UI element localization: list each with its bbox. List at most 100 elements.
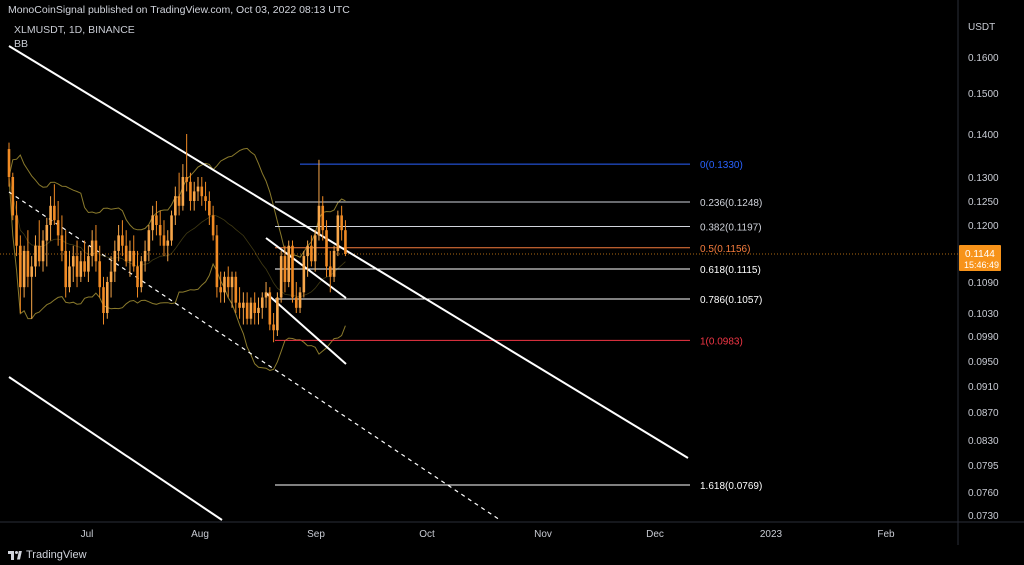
- candle-body: [140, 261, 143, 288]
- price-tick-label: 0.1300: [968, 173, 999, 184]
- time-tick-label: Jul: [81, 529, 94, 540]
- candle-body: [253, 302, 256, 313]
- candle-body: [166, 240, 170, 246]
- candle-body: [60, 235, 64, 251]
- price-tick-label: 0.0950: [968, 357, 999, 368]
- candle-body: [298, 292, 302, 308]
- symbol-legend[interactable]: XLMUSDT, 1D, BINANCE: [14, 24, 135, 36]
- time-tick-label: 2023: [760, 529, 783, 540]
- top-bar: MonoCoinSignal published on TradingView.…: [0, 0, 1024, 20]
- candle-body: [302, 256, 306, 293]
- candle-body: [230, 276, 234, 288]
- fib-level-label: 0.5(0.1156): [700, 244, 750, 255]
- candle-body: [41, 240, 45, 262]
- candle-body: [98, 261, 102, 288]
- candle-body: [15, 215, 18, 246]
- channel-lower-line: [8, 376, 223, 521]
- time-tick-label: Sep: [307, 529, 325, 540]
- price-tick-label: 0.0830: [968, 436, 999, 447]
- candle-body: [19, 245, 22, 288]
- candle-body: [30, 266, 33, 277]
- candle-body: [132, 250, 136, 267]
- price-axis[interactable]: USDT 0.1600 0.1500 0.1400 0.1300 0.1250 0.1200…: [959, 22, 1001, 522]
- candle-body: [71, 256, 75, 267]
- candle-body: [223, 276, 226, 293]
- time-tick-label: Nov: [534, 529, 552, 540]
- candle-body: [276, 297, 279, 331]
- candle-body: [215, 235, 219, 288]
- candle-body: [196, 186, 200, 192]
- candle-body: [90, 240, 94, 257]
- candle-body: [53, 205, 56, 221]
- currency-label: USDT: [968, 22, 995, 33]
- candle-body: [94, 240, 98, 262]
- candle-body: [242, 302, 245, 308]
- price-tick-label: 0.1030: [968, 309, 999, 320]
- candle-body: [174, 196, 177, 216]
- candle-body: [147, 230, 151, 251]
- price-chart[interactable]: 0(0.1330) 0.236(0.1248) 0.382(0.1197) 0.5(0…: [0, 0, 1024, 545]
- candle-body: [283, 256, 287, 282]
- fib-level-label: 0.786(0.1057): [700, 295, 762, 306]
- candle-body: [136, 266, 139, 288]
- last-price-value: 0.1144: [965, 249, 995, 260]
- channel-upper-line: [8, 45, 689, 459]
- candle-body: [257, 307, 260, 313]
- candle-body: [272, 324, 275, 331]
- flag-lower-line: [265, 292, 347, 365]
- candle-body: [117, 235, 120, 251]
- time-axis[interactable]: Jul Aug Sep Oct Nov Dec 2023 Feb: [81, 529, 895, 540]
- candle-body: [181, 177, 185, 206]
- price-tick-label: 0.0870: [968, 408, 999, 419]
- trend-lines[interactable]: [8, 45, 689, 521]
- candle-body: [75, 256, 79, 277]
- candle-body: [37, 245, 41, 262]
- bb-basis: [8, 176, 346, 298]
- tradingview-logo[interactable]: TradingView: [8, 549, 87, 561]
- candle-body: [185, 177, 188, 182]
- candle-body: [310, 245, 313, 262]
- candle-body: [260, 297, 264, 308]
- price-tick-label: 0.1200: [968, 221, 999, 232]
- candle-body: [208, 201, 211, 216]
- price-tick-label: 0.0760: [968, 488, 999, 499]
- fib-level-label: 1(0.0983): [700, 336, 743, 347]
- candle-body: [264, 292, 268, 298]
- bb-lower-band: [8, 176, 346, 371]
- candles-layer: [7, 134, 347, 343]
- candle-body: [7, 149, 11, 177]
- fibonacci-retracement[interactable]: 0(0.1330) 0.236(0.1248) 0.382(0.1197) 0.5(0…: [0, 160, 958, 492]
- price-tick-label: 0.1500: [968, 89, 999, 100]
- time-tick-label: Dec: [646, 529, 664, 540]
- candle-body: [219, 287, 222, 293]
- candle-body: [200, 186, 204, 197]
- candle-body: [344, 230, 347, 255]
- price-tick-label: 0.1250: [968, 197, 999, 208]
- fib-level-label: 1.618(0.0769): [700, 481, 762, 492]
- price-tick-label: 0.0910: [968, 382, 999, 393]
- candle-body: [336, 215, 340, 251]
- price-tick-label: 0.1600: [968, 53, 999, 64]
- candle-body: [306, 245, 309, 257]
- flag-upper-line: [265, 237, 347, 299]
- candle-body: [143, 250, 147, 262]
- candle-body: [291, 245, 294, 298]
- candle-body: [317, 205, 321, 236]
- price-tick-label: 0.1090: [968, 278, 999, 289]
- candle-body: [158, 225, 162, 236]
- fib-level-label: 0.382(0.1197): [700, 223, 762, 234]
- grid-layer: [0, 0, 1024, 545]
- time-tick-label: Oct: [419, 529, 435, 540]
- candle-body: [238, 302, 241, 308]
- price-tick-label: 0.0795: [968, 461, 999, 472]
- indicator-legend[interactable]: BB: [14, 38, 29, 50]
- price-tick-label: 0.0990: [968, 332, 999, 343]
- candle-body: [26, 250, 30, 277]
- candle-body: [45, 225, 49, 241]
- candle-body: [325, 230, 328, 267]
- candle-body: [279, 256, 283, 298]
- candle-body: [102, 287, 105, 313]
- candle-body: [64, 250, 67, 288]
- last-price-badge: [959, 245, 1001, 272]
- candle-body: [11, 177, 15, 216]
